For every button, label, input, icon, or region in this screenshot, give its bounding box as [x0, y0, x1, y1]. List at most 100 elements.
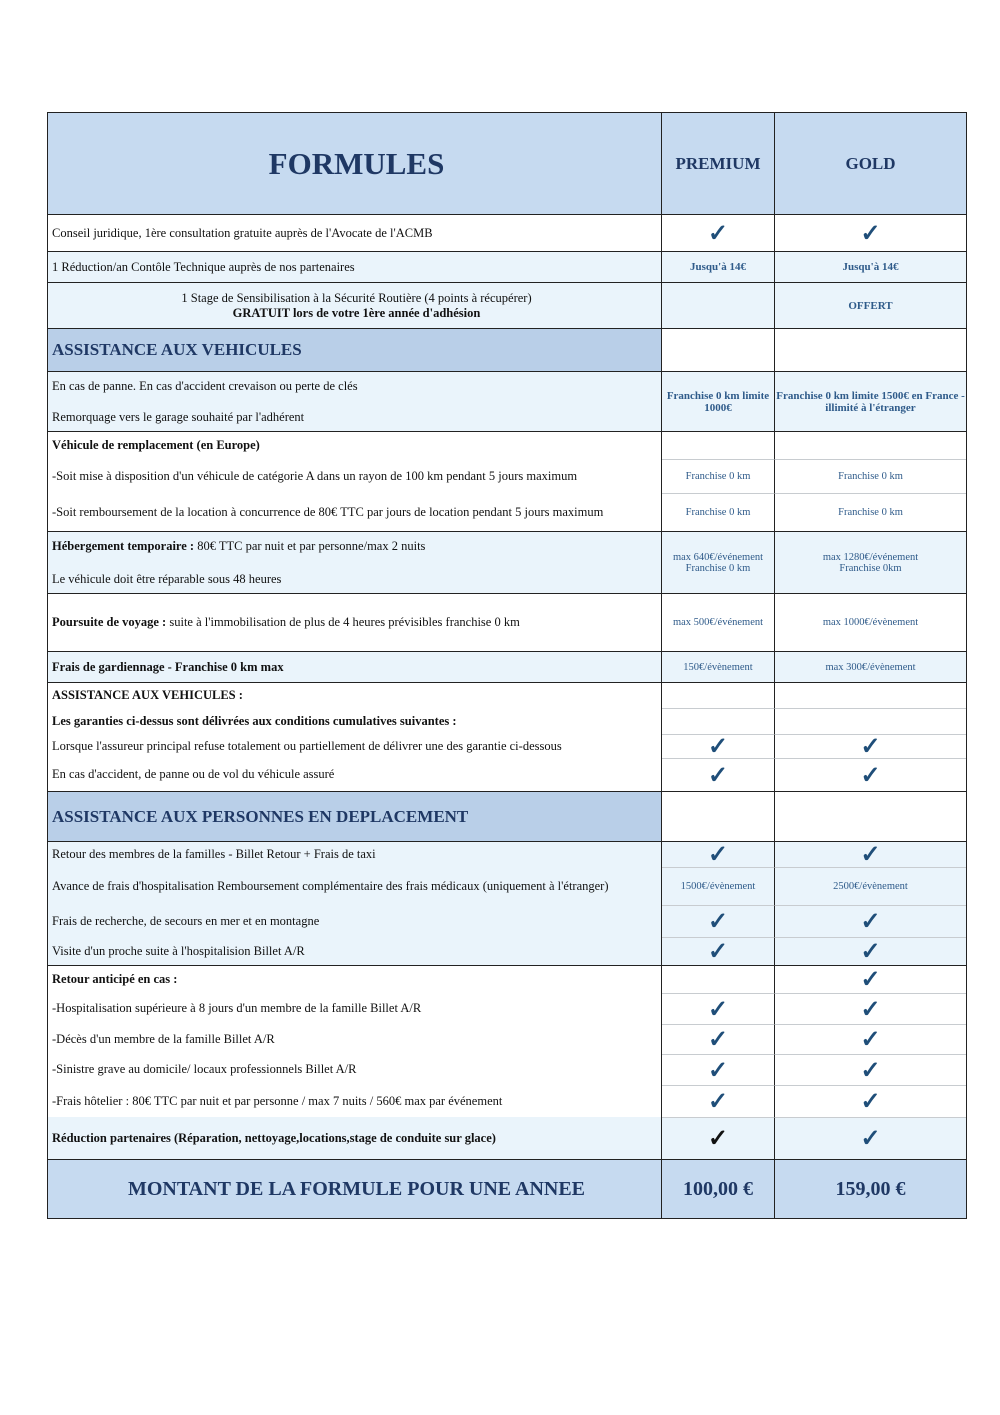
table-row: En cas d'accident, de panne ou de vol du… [48, 758, 966, 791]
premium-cell: ✓ [662, 937, 775, 965]
gold-value: Franchise 0 km limite 1500€ en France - … [776, 389, 965, 414]
premium-cell: ✓ [662, 993, 775, 1024]
label-text: -Décès d'un membre de la famille Billet … [52, 1031, 275, 1046]
premium-cell: ✓ [662, 215, 775, 251]
table-row: Véhicule de remplacement (en Europe) [48, 431, 966, 459]
row-label-cell: -Sinistre grave au domicile/ locaux prof… [48, 1054, 662, 1085]
checkmark-icon: ✓ [860, 996, 881, 1023]
checkmark-icon: ✓ [860, 1057, 881, 1084]
gold-cell: OFFERT [775, 283, 966, 328]
gold-cell [775, 792, 966, 841]
table-row: ASSISTANCE AUX VEHICULES : [48, 682, 966, 708]
gold-cell: Franchise 0 km [775, 459, 966, 493]
column-header-gold: GOLD [845, 153, 896, 173]
label-bold: Hébergement temporaire : [52, 538, 195, 553]
row-label-cell: Avance de frais d'hospitalisation Rembou… [48, 867, 662, 905]
section-header: ASSISTANCE AUX VEHICULES [48, 328, 966, 371]
label-text: -Soit remboursement de la location à con… [52, 504, 604, 519]
row-label: -Soit mise à disposition d'un véhicule d… [52, 469, 577, 484]
row-label: 1 Stage de Sensibilisation à la Sécurité… [181, 291, 531, 321]
premium-value: 1500€/évènement [680, 881, 756, 892]
page-title: FORMULES [48, 113, 662, 214]
table-row: Retour des membres de la familles - Bill… [48, 841, 966, 868]
gold-cell: ✓ [775, 758, 966, 791]
row-label: Conseil juridique, 1ère consultation gra… [52, 226, 433, 241]
row-label: Visite d'un proche suite à l'hospitalisi… [52, 944, 305, 959]
gold-cell: Jusqu'à 14€ [775, 252, 966, 282]
checkmark-icon: ✓ [707, 842, 729, 868]
row-label: Véhicule de remplacement (en Europe) [52, 438, 260, 453]
section-title: ASSISTANCE AUX PERSONNES EN DEPLACEMENT [52, 806, 469, 826]
row-label: Les garanties ci-dessus sont délivrées a… [52, 714, 457, 729]
label-text: -Soit mise à disposition d'un véhicule d… [52, 468, 578, 483]
table-row: -Soit mise à disposition d'un véhicule d… [48, 459, 966, 493]
gold-cell [775, 683, 966, 708]
label-bold: Les garanties ci-dessus sont délivrées a… [52, 713, 457, 728]
label-text: Avance de frais d'hospitalisation Rembou… [52, 878, 609, 893]
label-text: -Hospitalisation supérieure à 8 jours d'… [52, 1001, 422, 1015]
premium-cell: ✓ [662, 758, 775, 791]
table-row: Retour anticipé en cas : ✓ [48, 965, 966, 993]
label-bold: Frais de gardiennage - Franchise 0 km ma… [52, 659, 284, 674]
gold-value: OFFERT [848, 299, 893, 312]
gold-cell: 2500€/évènement [775, 867, 966, 905]
checkmark-icon: ✓ [860, 1089, 881, 1115]
table-row: Visite d'un proche suite à l'hospitalisi… [48, 937, 966, 965]
row-label-cell: Retour des membres de la familles - Bill… [48, 842, 662, 867]
premium-value: Jusqu'à 14€ [690, 261, 746, 273]
premium-cell [662, 683, 775, 708]
row-label-cell: Véhicule de remplacement (en Europe) [48, 432, 662, 459]
premium-value: Franchise 0 km limite 1000€ [666, 389, 770, 414]
gold-cell [775, 329, 966, 371]
premium-cell: 150€/évènement [662, 652, 775, 682]
row-label-cell: -Soit remboursement de la location à con… [48, 493, 662, 531]
label-text: 80€ TTC par nuit et par personne/max 2 n… [194, 538, 426, 553]
row-label: -Décès d'un membre de la famille Billet … [52, 1032, 275, 1047]
checkmark-icon: ✓ [860, 1027, 881, 1053]
column-header-premium: PREMIUM [662, 113, 775, 214]
checkmark-icon: ✓ [707, 909, 729, 935]
gold-cell: ✓ [775, 734, 966, 760]
premium-cell: Jusqu'à 14€ [662, 252, 775, 282]
table-row: Frais de gardiennage - Franchise 0 km ma… [48, 651, 966, 682]
gold-cell: ✓ [775, 937, 966, 965]
row-label: Poursuite de voyage : suite à l'immobili… [52, 615, 520, 630]
row-label: Frais de recherche, de secours en mer et… [52, 914, 319, 929]
gold-cell: ✓ [775, 1024, 966, 1054]
checkmark-icon: ✓ [860, 939, 881, 965]
label-text: suite à l'immobilisation de plus de 4 he… [166, 615, 520, 629]
checkmark-icon: ✓ [707, 1027, 729, 1053]
row-label-cell: Les garanties ci-dessus sont délivrées a… [48, 708, 662, 734]
label-line: Poursuite de voyage : suite à l'immobili… [52, 615, 520, 630]
row-label: -Frais hôtelier : 80€ TTC par nuit et pa… [52, 1094, 502, 1109]
premium-cell: Franchise 0 km limite 1000€ [662, 372, 775, 431]
row-label-cell: -Décès d'un membre de la famille Billet … [48, 1024, 662, 1054]
label-line: Frais de gardiennage - Franchise 0 km ma… [52, 660, 284, 675]
label-text: En cas de panne. En cas d'accident creva… [52, 378, 358, 393]
gold-value: 2500€/évènement [833, 881, 908, 892]
table-row: Conseil juridique, 1ère consultation gra… [48, 214, 966, 251]
label-line: Retour anticipé en cas : [52, 972, 177, 987]
gold-cell: max 1280€/événement Franchise 0km [775, 532, 966, 593]
premium-cell: ✓ [662, 842, 775, 868]
table-row: 1 Stage de Sensibilisation à la Sécurité… [48, 282, 966, 328]
gold-value: Jusqu'à 14€ [842, 261, 899, 273]
table-row: Réduction partenaires (Réparation, netto… [48, 1117, 966, 1159]
label-text: 1 Réduction/an Contôle Technique auprès … [52, 259, 355, 274]
row-label-cell: En cas d'accident, de panne ou de vol du… [48, 758, 662, 791]
premium-cell [662, 283, 775, 328]
label-text: En cas d'accident, de panne ou de vol du… [52, 767, 335, 781]
table-row: Avance de frais d'hospitalisation Rembou… [48, 867, 966, 905]
premium-cell: ✓ [662, 1117, 775, 1159]
table-row: -Hospitalisation supérieure à 8 jours d'… [48, 993, 966, 1024]
label-line: Avance de frais d'hospitalisation Rembou… [52, 879, 609, 894]
row-label-cell: -Soit mise à disposition d'un véhicule d… [48, 459, 662, 493]
checkmark-icon: ✓ [860, 909, 881, 935]
table-row: En cas de panne. En cas d'accident creva… [48, 371, 966, 431]
label-line: Conseil juridique, 1ère consultation gra… [52, 226, 433, 241]
checkmark-icon: ✓ [707, 939, 729, 965]
gold-value: max 1000€/évènement [822, 617, 919, 628]
label-bold: ASSISTANCE AUX VEHICULES : [52, 688, 243, 702]
row-label-cell: En cas de panne. En cas d'accident creva… [48, 372, 662, 431]
table-row: -Soit remboursement de la location à con… [48, 493, 966, 531]
